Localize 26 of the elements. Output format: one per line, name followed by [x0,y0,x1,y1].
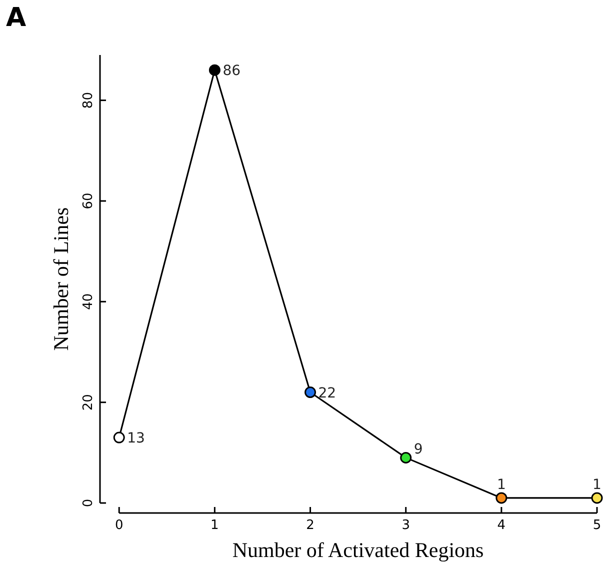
data-label: 1 [496,476,506,493]
x-tick-label: 5 [592,518,602,533]
data-label: 13 [127,430,145,447]
x-tick-label: 1 [210,518,219,533]
x-axis-title: Number of Activated Regions [232,538,484,562]
point [591,492,603,504]
x-tick-label: 0 [114,518,124,533]
data-label: 1 [592,476,602,493]
x-tick-label: 4 [497,518,506,533]
y-tick-label: 0 [81,498,96,508]
point [400,452,412,464]
y-tick-label: 20 [81,394,96,411]
point [113,432,125,444]
point [304,386,316,398]
data-label: 22 [318,385,336,402]
y-tick-label: 80 [81,92,96,109]
x-tick-label: 3 [402,518,410,533]
chart-title: A [6,3,26,33]
point [208,64,220,76]
y-tick-label: 40 [81,293,96,310]
y-tick-label: 60 [81,192,96,210]
point [496,492,508,504]
data-label: 9 [414,442,423,458]
x-tick-label: 2 [306,518,314,533]
y-axis-title: Number of Lines [49,207,73,351]
data-label: 86 [222,63,241,80]
